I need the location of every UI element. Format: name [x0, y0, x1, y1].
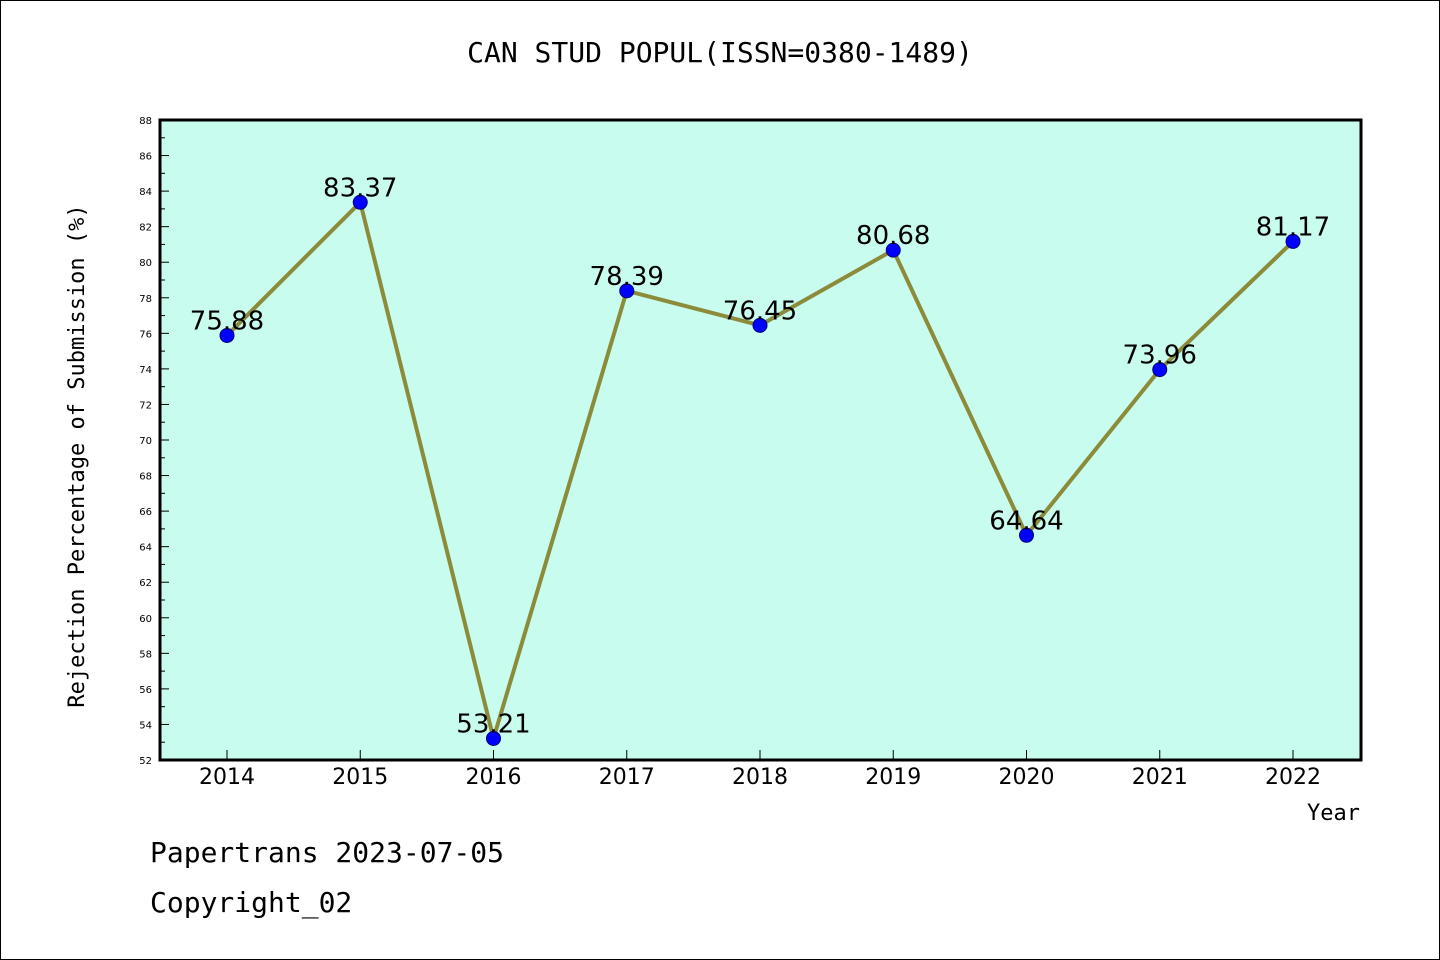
y-tick-label: 60 [139, 614, 152, 625]
plot-area [160, 120, 1361, 760]
data-point [219, 327, 235, 343]
chart-title: CAN STUD POPUL(ISSN=0380-1489) [467, 36, 973, 69]
data-point [1152, 362, 1168, 378]
x-tick-label: 2016 [466, 765, 522, 790]
y-tick-label: 78 [139, 294, 152, 305]
y-tick-label: 72 [139, 400, 152, 411]
y-tick-label: 64 [139, 543, 152, 554]
x-tick-label: 2021 [1132, 765, 1188, 790]
x-tick-label: 2020 [999, 765, 1055, 790]
y-tick-label: 88 [139, 116, 152, 127]
data-label: 53.21 [456, 709, 530, 739]
y-tick-label: 54 [139, 720, 152, 731]
data-label: 83.37 [323, 173, 397, 203]
x-axis-label: Year [1307, 801, 1360, 826]
x-tick-label: 2022 [1265, 765, 1321, 790]
y-tick-label: 66 [139, 507, 152, 518]
y-tick-label: 52 [139, 756, 152, 767]
data-label: 80.68 [856, 221, 930, 251]
x-axis-ticks: 2014 2015 2016 2017 2018 2019 2020 2021 2022 [199, 750, 1321, 790]
data-point [885, 242, 901, 258]
x-tick-label: 2019 [865, 765, 921, 790]
data-point [1019, 527, 1034, 543]
x-tick-label: 2014 [199, 765, 255, 790]
y-tick-label: 56 [139, 685, 152, 696]
y-tick-label: 76 [139, 329, 152, 340]
data-markers [219, 194, 1301, 746]
data-label: 78.39 [590, 262, 664, 292]
y-axis-label: Rejection Percentage of Submission (%) [65, 204, 90, 707]
y-tick-label: 84 [139, 187, 152, 198]
data-label: 76.45 [723, 296, 797, 326]
data-point [1285, 233, 1301, 249]
y-tick-label: 62 [139, 578, 152, 589]
y-tick-label: 70 [139, 436, 152, 447]
data-label: 75.88 [190, 306, 264, 336]
footer-copyright: Copyright_02 [150, 886, 353, 919]
y-tick-label: 82 [139, 223, 152, 234]
footer-date: Papertrans 2023-07-05 [150, 836, 505, 869]
y-tick-label: 68 [139, 472, 152, 483]
data-point [752, 317, 768, 333]
x-tick-label: 2018 [732, 765, 788, 790]
data-point [352, 194, 368, 210]
x-tick-label: 2015 [332, 765, 388, 790]
data-point [486, 730, 501, 746]
data-point [619, 283, 635, 299]
data-label: 64.64 [989, 506, 1063, 536]
plot-border [158, 118, 1363, 762]
data-label: 73.96 [1123, 341, 1197, 371]
data-labels: 75.88 83.37 53.21 78.39 76.45 80.68 64.64 73.96… [190, 173, 1330, 739]
y-tick-label: 80 [139, 258, 152, 269]
y-tick-label: 58 [139, 649, 152, 660]
x-tick-label: 2017 [599, 765, 655, 790]
y-tick-label: 74 [139, 365, 152, 376]
y-tick-label: 86 [139, 152, 152, 163]
data-label: 81.17 [1256, 212, 1330, 242]
